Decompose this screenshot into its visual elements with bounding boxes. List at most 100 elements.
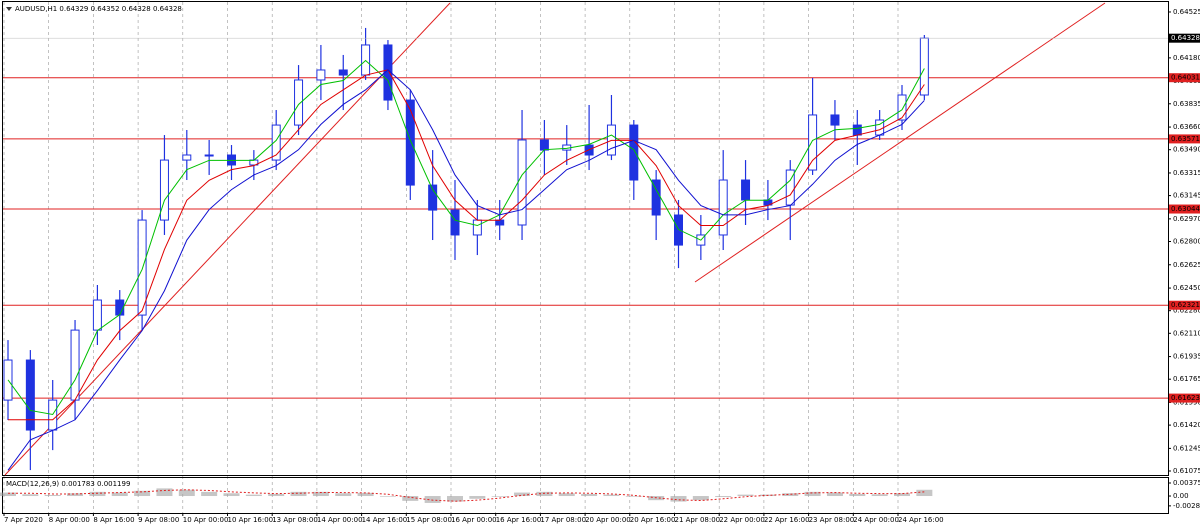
x-tick-label: 24 Apr 16:00 [898, 516, 944, 524]
x-tick-label: 21 Apr 08:00 [675, 516, 721, 524]
macd-bar [469, 496, 486, 499]
level-label-box [1169, 134, 1200, 144]
trendline [694, 2, 1106, 283]
y-tick-label: 0.63490 [1173, 146, 1200, 154]
macd-bar [871, 494, 888, 497]
moving-average [8, 69, 925, 421]
candle-body [405, 99, 415, 186]
macd-bar [290, 491, 307, 497]
y-tick-label: 0.63835 [1173, 100, 1200, 108]
macd-bar [782, 493, 799, 497]
x-tick-label: 7 Apr 2020 [4, 516, 43, 524]
x-tick-label: 14 Apr 00:00 [317, 516, 363, 524]
candle-body [92, 299, 102, 331]
macd-bar [491, 496, 508, 497]
y-tick-label: 0.62625 [1173, 261, 1200, 269]
candle-body [539, 139, 549, 151]
macd-bar [603, 494, 620, 497]
macd-bar [111, 492, 128, 497]
y-tick-label: 0.61420 [1173, 421, 1200, 429]
x-tick-label: 8 Apr 16:00 [93, 516, 134, 524]
grid [3, 2, 899, 513]
y-tick-label: 0.00 [1173, 492, 1189, 500]
level-label-box [1169, 204, 1200, 214]
candle-body [808, 114, 818, 171]
y-tick-label: 0.62800 [1173, 237, 1200, 245]
macd-bar [581, 493, 598, 497]
candle-body [204, 154, 214, 157]
moving-average [7, 59, 925, 416]
macd-bar [536, 491, 553, 497]
y-tick-label: 0.63315 [1173, 169, 1200, 177]
candle-body [472, 219, 482, 236]
y-tick-label: 0.62110 [1173, 329, 1200, 337]
x-tick-label: 22 Apr 16:00 [764, 516, 810, 524]
macd-bar [67, 493, 84, 497]
x-tick-label: 23 Apr 08:00 [809, 516, 855, 524]
macd-bar [245, 494, 262, 497]
y-tick-label: 0.61935 [1173, 353, 1200, 361]
chart-title: AUDUSD,H1 0.64329 0.64352 0.64328 0.6432… [15, 5, 182, 13]
macd-bar [156, 488, 173, 497]
y-tick-label: 0.61765 [1173, 375, 1200, 383]
level-label-box [1169, 73, 1200, 83]
y-tick-label: 0.64525 [1173, 8, 1200, 16]
candle-body [741, 179, 751, 201]
level-label-box [1169, 300, 1200, 310]
macd-bar [0, 492, 16, 497]
y-tick-label: 0.63660 [1173, 123, 1200, 131]
x-tick-label: 10 Apr 00:00 [183, 516, 229, 524]
level-label: 0.62321 [1171, 301, 1200, 309]
candle-body [629, 124, 639, 181]
candle-body [450, 209, 460, 236]
candle-body [294, 79, 304, 126]
macd-bar [826, 492, 843, 497]
macd-bar [357, 492, 374, 497]
candle-body [495, 219, 505, 226]
macd-bar [737, 494, 754, 497]
x-tick-label: 16 Apr 16:00 [496, 516, 542, 524]
x-tick-label: 13 Apr 08:00 [272, 516, 318, 524]
y-tick-label: 0.61075 [1173, 467, 1200, 475]
macd-bar [625, 496, 642, 497]
macd-bar [134, 490, 151, 497]
main-frame [2, 1, 1169, 476]
macd-bar [402, 496, 419, 501]
candle-body [897, 94, 907, 121]
x-tick-label: 15 Apr 08:00 [406, 516, 452, 524]
y-tick-label: 0.003754 [1173, 479, 1200, 487]
level-label: 0.63044 [1171, 205, 1200, 213]
x-tick-label: 8 Apr 00:00 [49, 516, 90, 524]
last-price-box [1169, 33, 1200, 43]
macd-bar [804, 491, 821, 497]
level-label: 0.61623 [1171, 394, 1200, 402]
candle-body [852, 124, 862, 136]
macd-bar [44, 494, 61, 497]
x-tick-label: 24 Apr 00:00 [853, 516, 899, 524]
macd-bar [335, 493, 352, 497]
candle-body [919, 37, 929, 96]
level-label-box [1169, 393, 1200, 403]
last-price-label: 0.64328 [1171, 34, 1200, 42]
y-tick-label: 0.61245 [1173, 444, 1200, 452]
candle-body [159, 159, 169, 221]
candle-body [70, 329, 80, 401]
candle-body [383, 44, 393, 101]
macd-bar [849, 493, 866, 497]
indicator-label: MACD(12,26,9) 0.001783 0.001199 [6, 480, 130, 488]
x-tick-label: 20 Apr 00:00 [585, 516, 631, 524]
y-tick-label: -0.002843 [1173, 502, 1200, 510]
macd-bar [89, 491, 106, 497]
macd-bar [692, 496, 709, 501]
candle-body [517, 139, 527, 226]
macd-bar [715, 496, 732, 498]
y-tick-label: 0.62970 [1173, 215, 1200, 223]
menu-icon[interactable] [6, 7, 12, 11]
macd-bar [558, 493, 575, 497]
candle-body [316, 69, 326, 81]
level-label: 0.63571 [1171, 135, 1200, 143]
macd-bar [670, 496, 687, 502]
y-tick-label: 0.64180 [1173, 54, 1200, 62]
x-tick-label: 16 Apr 00:00 [451, 516, 497, 524]
